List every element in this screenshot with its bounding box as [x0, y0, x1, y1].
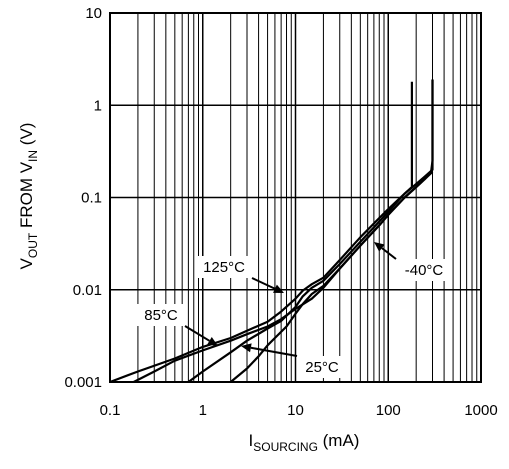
- y-axis-label: VOUT FROM VIN (V): [17, 123, 40, 270]
- x-tick-label: 10: [287, 402, 304, 419]
- x-tick-label: 1: [199, 402, 207, 419]
- y-axis-label-p3: (V): [17, 123, 36, 150]
- tick-labels: 0.1 1 10 100 1000 0.001 0.01 0.1 1 10: [64, 5, 497, 419]
- series-line: [133, 171, 434, 383]
- x-tick-label: 100: [376, 402, 401, 419]
- series-lines: [109, 79, 434, 384]
- x-tick-label: 0.1: [100, 402, 121, 419]
- annotation-box: [137, 304, 185, 326]
- y-tick-label: 0.001: [64, 374, 102, 391]
- y-tick-label: 1: [94, 97, 102, 114]
- x-tick-label: 1000: [464, 402, 497, 419]
- y-axis-label-p1: V: [17, 257, 36, 269]
- x-axis-label: ISOURCING (mA): [249, 431, 360, 454]
- y-tick-label: 10: [85, 5, 102, 22]
- plot-frame: [109, 12, 482, 383]
- annotation-leader: [381, 247, 397, 260]
- annotation-arrowhead: [207, 336, 218, 346]
- x-axis-label-main: I: [249, 431, 254, 450]
- annotation-leader: [184, 325, 210, 342]
- series-line: [187, 79, 434, 383]
- annotation-arrowhead: [374, 242, 385, 252]
- label-25c: 25°C: [305, 359, 339, 376]
- annotation-leader: [251, 277, 276, 290]
- grid: [110, 13, 481, 382]
- label-minus40c: -40°C: [405, 262, 444, 279]
- label-85c: 85°C: [144, 307, 178, 324]
- annotation-arrowhead: [273, 284, 284, 293]
- y-axis-label-s1: OUT: [26, 232, 40, 258]
- annotation-box: [396, 259, 452, 281]
- y-tick-label: 0.01: [73, 282, 102, 299]
- annotation-box: [297, 356, 347, 378]
- series-line: [229, 79, 434, 383]
- curve-annotations: 125°C 85°C 25°C -40°C: [137, 242, 452, 378]
- y-tick-label: 0.1: [81, 190, 102, 207]
- y-axis-label-s2: IN: [26, 150, 40, 162]
- series-line: [109, 81, 413, 384]
- y-axis-label-p2: FROM V: [17, 161, 36, 232]
- x-axis-label-unit: (mA): [318, 431, 360, 450]
- label-125c: 125°C: [203, 259, 245, 276]
- annotation-leader: [250, 346, 298, 357]
- x-axis-label-sub: SOURCING: [253, 440, 318, 454]
- annotation-arrowhead: [241, 343, 252, 353]
- annotation-box: [196, 256, 252, 278]
